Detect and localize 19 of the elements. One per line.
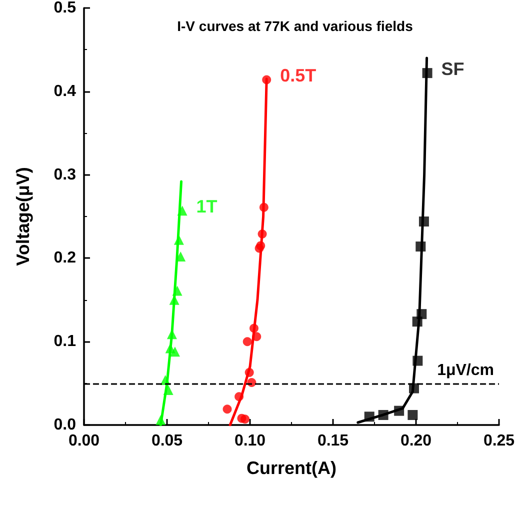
x-axis-title: Current(A) (246, 458, 336, 478)
y-tick-label: 0.2 (54, 250, 76, 267)
x-tick-label: 0.15 (317, 432, 349, 450)
series-label: SF (441, 59, 464, 80)
y-tick-label: 0.4 (54, 82, 76, 100)
y-tick-label: 0.1 (54, 333, 76, 350)
x-tick-label: 0.00 (68, 432, 100, 450)
y-tick-label: 0.5 (54, 0, 76, 16)
y-tick-label: 0.0 (54, 416, 76, 434)
x-tick-label: 0.10 (234, 432, 266, 450)
y-tick-label: 0.3 (54, 166, 76, 184)
text: I-V curves at 77K and various fields (177, 18, 414, 34)
y-axis-title: Voltage(μV) (13, 167, 33, 266)
series-label: 1T (196, 196, 218, 217)
x-tick-label: 0.05 (151, 432, 183, 450)
x-tick-label: 0.25 (483, 432, 515, 450)
series-label: 0.5T (280, 66, 316, 86)
ref-line-label: 1μV/cm (437, 362, 494, 379)
x-tick-label: 0.20 (400, 432, 432, 450)
